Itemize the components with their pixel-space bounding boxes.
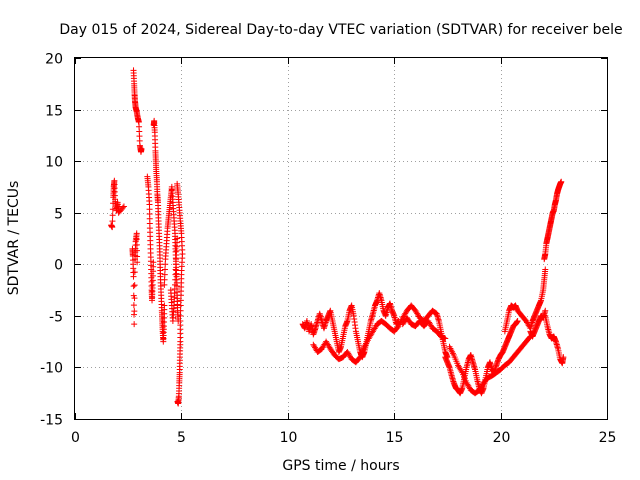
data-point <box>356 355 363 362</box>
data-point <box>131 321 138 328</box>
data-points <box>108 67 567 407</box>
data-point <box>130 283 137 290</box>
y-tick-labels: -15 -10 -5 0 5 10 15 20 <box>40 52 63 429</box>
data-point <box>131 269 138 276</box>
y-tick-label: -10 <box>40 361 63 377</box>
y-tick-label: -15 <box>40 413 63 429</box>
chart-title: Day 015 of 2024, Sidereal Day-to-day VTE… <box>59 22 622 38</box>
data-point <box>162 261 169 268</box>
data-point <box>542 307 549 314</box>
data-point <box>177 297 184 304</box>
data-point <box>162 266 169 273</box>
data-point <box>131 295 138 302</box>
y-tick-label: 15 <box>45 104 63 120</box>
data-point <box>542 266 549 273</box>
data-point <box>120 203 127 210</box>
y-tick-label: -5 <box>49 310 63 326</box>
data-point <box>130 273 137 280</box>
data-point <box>133 247 140 254</box>
data-point <box>109 224 116 231</box>
data-point <box>131 308 138 315</box>
y-tick-label: 20 <box>45 52 63 68</box>
data-point <box>133 236 140 243</box>
data-point <box>174 235 181 242</box>
data-point <box>150 259 157 266</box>
data-point <box>161 271 168 278</box>
data-point <box>458 368 465 375</box>
data-point <box>134 259 141 266</box>
data-point <box>172 276 179 283</box>
x-axis-label: GPS time / hours <box>282 458 399 474</box>
data-point <box>133 230 140 237</box>
x-tick-label: 25 <box>599 430 617 446</box>
data-point <box>138 145 145 152</box>
data-point <box>177 307 184 314</box>
x-tick-label: 5 <box>177 430 186 446</box>
y-tick-label: 10 <box>45 155 63 171</box>
data-point <box>109 212 116 219</box>
data-point <box>442 335 449 342</box>
x-tick-label: 15 <box>386 430 404 446</box>
data-point <box>109 218 116 225</box>
data-point <box>134 253 141 260</box>
y-tick-label: 0 <box>54 258 63 274</box>
x-tick-label: 0 <box>71 430 80 446</box>
data-point <box>131 282 138 289</box>
data-point <box>560 354 567 361</box>
data-point <box>177 302 184 309</box>
data-point <box>161 302 168 309</box>
data-point <box>119 204 126 211</box>
data-point <box>514 318 521 325</box>
data-point <box>172 281 179 288</box>
data-point <box>130 302 137 309</box>
y-axis-label: SDTVAR / TECUs <box>6 181 22 296</box>
x-tick-labels: 0 5 10 15 20 25 <box>71 430 616 446</box>
data-point <box>177 292 184 299</box>
x-tick-label: 10 <box>280 430 298 446</box>
data-point <box>161 276 168 283</box>
data-point <box>172 261 179 268</box>
data-point <box>172 271 179 278</box>
data-point <box>161 281 168 288</box>
data-point <box>177 312 184 319</box>
data-point <box>133 241 140 248</box>
data-point <box>174 398 181 405</box>
x-tick-label: 20 <box>493 430 511 446</box>
data-point <box>558 178 565 185</box>
data-point <box>172 266 179 273</box>
plot-frame <box>74 57 608 420</box>
y-tick-label: 5 <box>54 207 63 223</box>
